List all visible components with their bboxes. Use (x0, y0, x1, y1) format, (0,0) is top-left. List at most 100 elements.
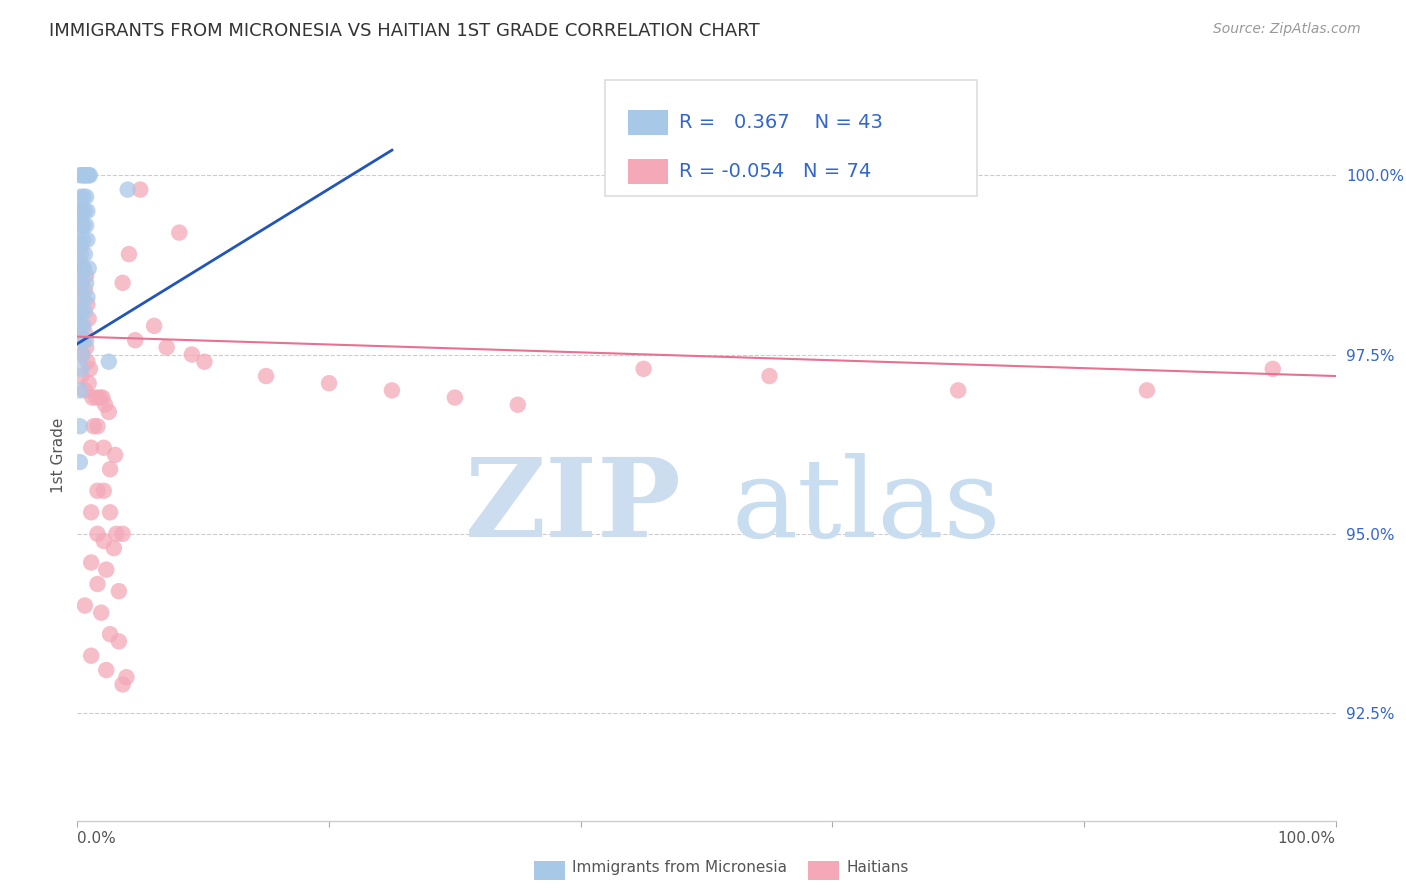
Point (76, 297, 98, 311)
Point (75, 219, 97, 233)
Point (97, 405, 120, 419)
Point (70, 190, 93, 204)
Point (75, 190, 97, 204)
Point (72, 261, 94, 276)
Point (82, 391, 104, 405)
Point (86, 483, 108, 498)
Point (96, 663, 118, 677)
Point (93, 441, 115, 455)
Text: Haitians: Haitians (846, 861, 908, 875)
Point (124, 333, 146, 347)
Point (72, 290, 94, 304)
Point (105, 526, 128, 541)
Point (180, 347, 202, 361)
Point (506, 398, 529, 412)
Point (75, 276, 97, 290)
Point (381, 384, 404, 398)
Point (84, 391, 107, 405)
Point (75, 340, 97, 354)
Point (108, 584, 131, 599)
Point (73, 204, 96, 219)
Point (70, 240, 93, 254)
Point (77, 168, 100, 182)
Point (108, 634, 131, 648)
Point (70, 333, 93, 347)
Point (72, 333, 94, 347)
Point (69, 419, 91, 434)
Point (948, 384, 970, 398)
Point (69, 455, 91, 469)
Point (69, 168, 91, 182)
Point (73, 304, 96, 318)
Point (444, 391, 467, 405)
Point (76, 204, 98, 219)
Point (70, 219, 93, 233)
Point (91, 391, 114, 405)
Point (72, 290, 94, 304)
Point (111, 677, 134, 691)
Point (70, 276, 93, 290)
Point (72, 318, 94, 333)
Point (1136, 384, 1159, 398)
Point (73, 326, 96, 340)
Point (72, 347, 94, 361)
Point (80, 556, 103, 570)
Point (633, 362, 655, 376)
Point (76, 290, 98, 304)
Point (76, 354, 98, 368)
Point (72, 233, 94, 247)
Point (73, 283, 96, 297)
Point (98, 627, 121, 641)
Point (69, 204, 91, 219)
Text: Source: ZipAtlas.com: Source: ZipAtlas.com (1213, 22, 1361, 37)
Point (70, 247, 93, 261)
Point (77, 376, 100, 391)
Point (77, 261, 100, 276)
Point (70, 318, 93, 333)
Point (96, 563, 118, 577)
Point (86, 577, 108, 591)
Text: 100.0%: 100.0% (1278, 831, 1336, 847)
Point (86, 526, 108, 541)
Point (69, 384, 91, 398)
Point (76, 168, 98, 182)
Point (72, 168, 94, 182)
Text: R =   0.367    N = 43: R = 0.367 N = 43 (679, 112, 883, 132)
Point (73, 384, 96, 398)
Point (193, 354, 215, 368)
Point (77, 311, 100, 326)
Point (93, 483, 115, 498)
Point (75, 268, 97, 283)
Point (103, 541, 125, 556)
Text: atlas: atlas (731, 452, 1001, 559)
Point (72, 219, 94, 233)
Point (69, 318, 91, 333)
Point (72, 204, 94, 219)
Point (93, 533, 115, 548)
Point (75, 333, 97, 347)
Y-axis label: 1st Grade: 1st Grade (51, 417, 66, 492)
Point (73, 247, 96, 261)
Point (70, 276, 93, 290)
Text: Immigrants from Micronesia: Immigrants from Micronesia (572, 861, 787, 875)
Point (254, 369, 277, 384)
Point (70, 362, 93, 376)
Point (156, 340, 179, 354)
Point (118, 247, 141, 261)
Point (69, 233, 91, 247)
Point (69, 261, 91, 276)
Point (94, 398, 117, 412)
Point (1261, 362, 1284, 376)
Point (76, 233, 98, 247)
Point (89, 391, 111, 405)
Point (129, 183, 152, 197)
Point (104, 448, 127, 462)
Point (318, 376, 340, 391)
Point (72, 190, 94, 204)
Point (97, 354, 120, 368)
Point (98, 462, 121, 476)
Point (80, 505, 103, 519)
Point (86, 419, 108, 434)
Point (72, 347, 94, 361)
Point (75, 168, 97, 182)
